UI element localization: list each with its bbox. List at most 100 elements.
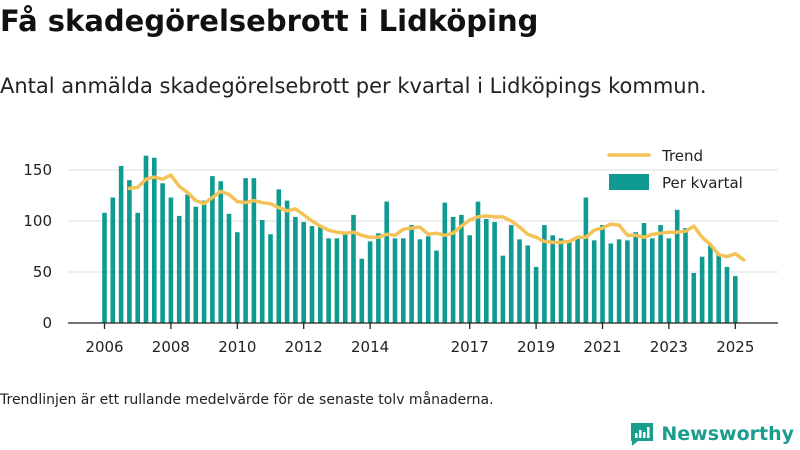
quarterly-crime-chart: 0 50 100 150 2006 2008 2010 2012 2014 2017 2019 202… (23, 147, 778, 356)
bar (309, 226, 315, 323)
bar (475, 201, 481, 323)
x-tick-label: 2014 (351, 338, 389, 356)
bar (733, 276, 738, 323)
bar (301, 222, 306, 323)
bar (235, 232, 240, 323)
bar (218, 181, 223, 323)
bar (467, 235, 472, 323)
x-tick-label: 2008 (152, 338, 190, 356)
bar (176, 215, 182, 323)
bar (143, 155, 149, 323)
bar (550, 235, 555, 323)
bar (401, 238, 406, 323)
bar (201, 200, 207, 323)
bar (135, 212, 140, 323)
bar (243, 178, 248, 323)
newsworthy-brand[interactable]: Newsworthy (629, 420, 794, 448)
bar (102, 212, 107, 323)
bar (110, 197, 116, 323)
bar (168, 197, 174, 323)
bar (591, 240, 597, 323)
bar (450, 216, 456, 323)
y-tick-label: 100 (23, 212, 52, 230)
bar (359, 258, 365, 323)
bar (284, 200, 290, 323)
bar (600, 225, 605, 323)
bar (691, 273, 697, 323)
bar (434, 250, 439, 323)
bar (658, 225, 663, 323)
legend-trend-label: Trend (661, 147, 703, 165)
bar (384, 201, 389, 323)
x-tick-label: 2017 (451, 338, 489, 356)
x-tick-label: 2012 (285, 338, 323, 356)
bar (392, 238, 398, 323)
bar (409, 225, 414, 323)
trend-line (127, 173, 746, 262)
y-tick-label: 0 (42, 314, 52, 332)
bar (699, 256, 705, 323)
bar (367, 241, 373, 323)
bar (276, 189, 282, 323)
bar (517, 239, 522, 323)
bar (492, 222, 497, 323)
bar (118, 165, 124, 323)
x-tick-label: 2006 (85, 338, 123, 356)
bar (616, 239, 622, 323)
bar (575, 236, 580, 323)
x-tick-label: 2023 (650, 338, 688, 356)
bar (442, 202, 448, 323)
bar (608, 243, 614, 323)
bar (641, 223, 647, 323)
bar (724, 266, 730, 323)
bar (708, 245, 713, 323)
bar (185, 194, 190, 323)
bar (210, 176, 215, 323)
bar (508, 225, 514, 323)
bar (650, 238, 655, 323)
y-tick-label: 150 (23, 161, 52, 179)
bar (417, 239, 423, 323)
bar (716, 253, 721, 323)
x-tick-label: 2021 (583, 338, 621, 356)
bar (193, 206, 199, 323)
bar (625, 240, 630, 323)
bar (376, 233, 381, 323)
bar (251, 178, 257, 323)
bar (583, 197, 589, 323)
bar (567, 240, 572, 323)
bar (334, 238, 340, 323)
bar (351, 214, 356, 323)
chart-subtitle: Antal anmälda skadegörelsebrott per kvar… (0, 74, 707, 98)
bar (542, 225, 547, 323)
trend-footnote: Trendlinjen är ett rullande medelvärde f… (0, 392, 494, 408)
x-tick-label: 2025 (716, 338, 754, 356)
bar (500, 255, 506, 323)
bar (293, 216, 298, 323)
bar (533, 266, 539, 323)
bar (152, 157, 157, 323)
bar (160, 183, 165, 323)
chart-title: Få skadegörelsebrott i Lidköping (0, 4, 539, 38)
bar (683, 228, 688, 323)
brand-name: Newsworthy (661, 423, 794, 445)
newsworthy-logo-icon (631, 423, 654, 446)
bar (342, 234, 348, 323)
bar (525, 245, 531, 323)
bar (425, 236, 431, 323)
y-tick-label: 50 (33, 263, 52, 281)
bar (127, 180, 132, 323)
legend-bar-swatch (609, 174, 649, 190)
bar (326, 238, 331, 323)
legend-bar-label: Per kvartal (662, 174, 743, 192)
bar (226, 213, 232, 323)
bar (459, 214, 464, 323)
bar (666, 238, 672, 323)
bar (259, 219, 265, 323)
x-tick-label: 2010 (218, 338, 256, 356)
bar (268, 234, 273, 323)
bar (633, 232, 638, 323)
bar (484, 218, 489, 323)
x-tick-label: 2019 (517, 338, 555, 356)
bar (674, 209, 680, 323)
